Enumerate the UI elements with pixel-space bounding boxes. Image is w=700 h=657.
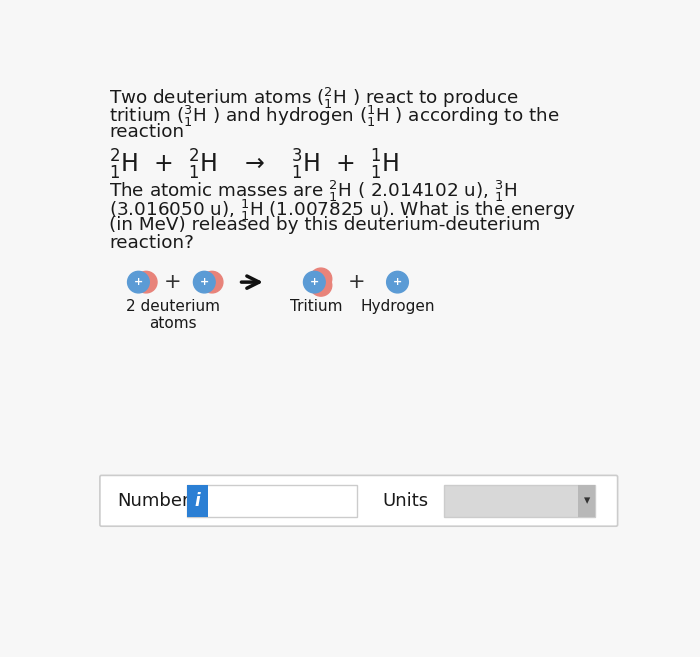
Text: Hydrogen: Hydrogen (360, 299, 435, 314)
Circle shape (201, 271, 223, 293)
Circle shape (386, 271, 408, 293)
Text: (3.016050 u), $^1_1$H (1.007825 u). What is the energy: (3.016050 u), $^1_1$H (1.007825 u). What… (109, 197, 577, 223)
Text: 2 deuterium
atoms: 2 deuterium atoms (126, 299, 220, 332)
Text: Two deuterium atoms ($^2_1$H ) react to produce: Two deuterium atoms ($^2_1$H ) react to … (109, 86, 519, 111)
FancyBboxPatch shape (444, 485, 595, 517)
Circle shape (310, 275, 332, 296)
Bar (187, 485, 209, 517)
Text: Units: Units (382, 492, 428, 510)
Text: Tritium: Tritium (290, 299, 342, 314)
Circle shape (135, 271, 157, 293)
Text: +: + (309, 277, 319, 287)
Text: +: + (164, 272, 181, 292)
Text: i: i (195, 492, 200, 510)
Circle shape (193, 271, 215, 293)
Text: reaction: reaction (109, 123, 184, 141)
Circle shape (310, 268, 332, 290)
Text: reaction?: reaction? (109, 235, 194, 252)
Text: The atomic masses are $^2_1$H ( 2.014102 u), $^3_1$H: The atomic masses are $^2_1$H ( 2.014102… (109, 179, 517, 204)
Text: +: + (348, 272, 365, 292)
Text: tritium ($^3_1$H ) and hydrogen ($^1_1$H ) according to the: tritium ($^3_1$H ) and hydrogen ($^1_1$H… (109, 104, 559, 129)
Text: (in MeV) released by this deuterium-deuterium: (in MeV) released by this deuterium-deut… (109, 216, 540, 234)
Text: +: + (199, 277, 209, 287)
Bar (187, 485, 357, 517)
Text: Number: Number (117, 492, 190, 510)
FancyBboxPatch shape (100, 476, 617, 526)
Circle shape (127, 271, 149, 293)
Bar (578, 485, 595, 517)
Text: +: + (134, 277, 143, 287)
Text: ▾: ▾ (584, 494, 589, 507)
Text: +: + (393, 277, 402, 287)
Text: $^2_1$H  +  $^2_1$H   $\rightarrow$   $^3_1$H  +  $^1_1$H: $^2_1$H + $^2_1$H $\rightarrow$ $^3_1$H … (109, 148, 400, 183)
Circle shape (304, 271, 326, 293)
